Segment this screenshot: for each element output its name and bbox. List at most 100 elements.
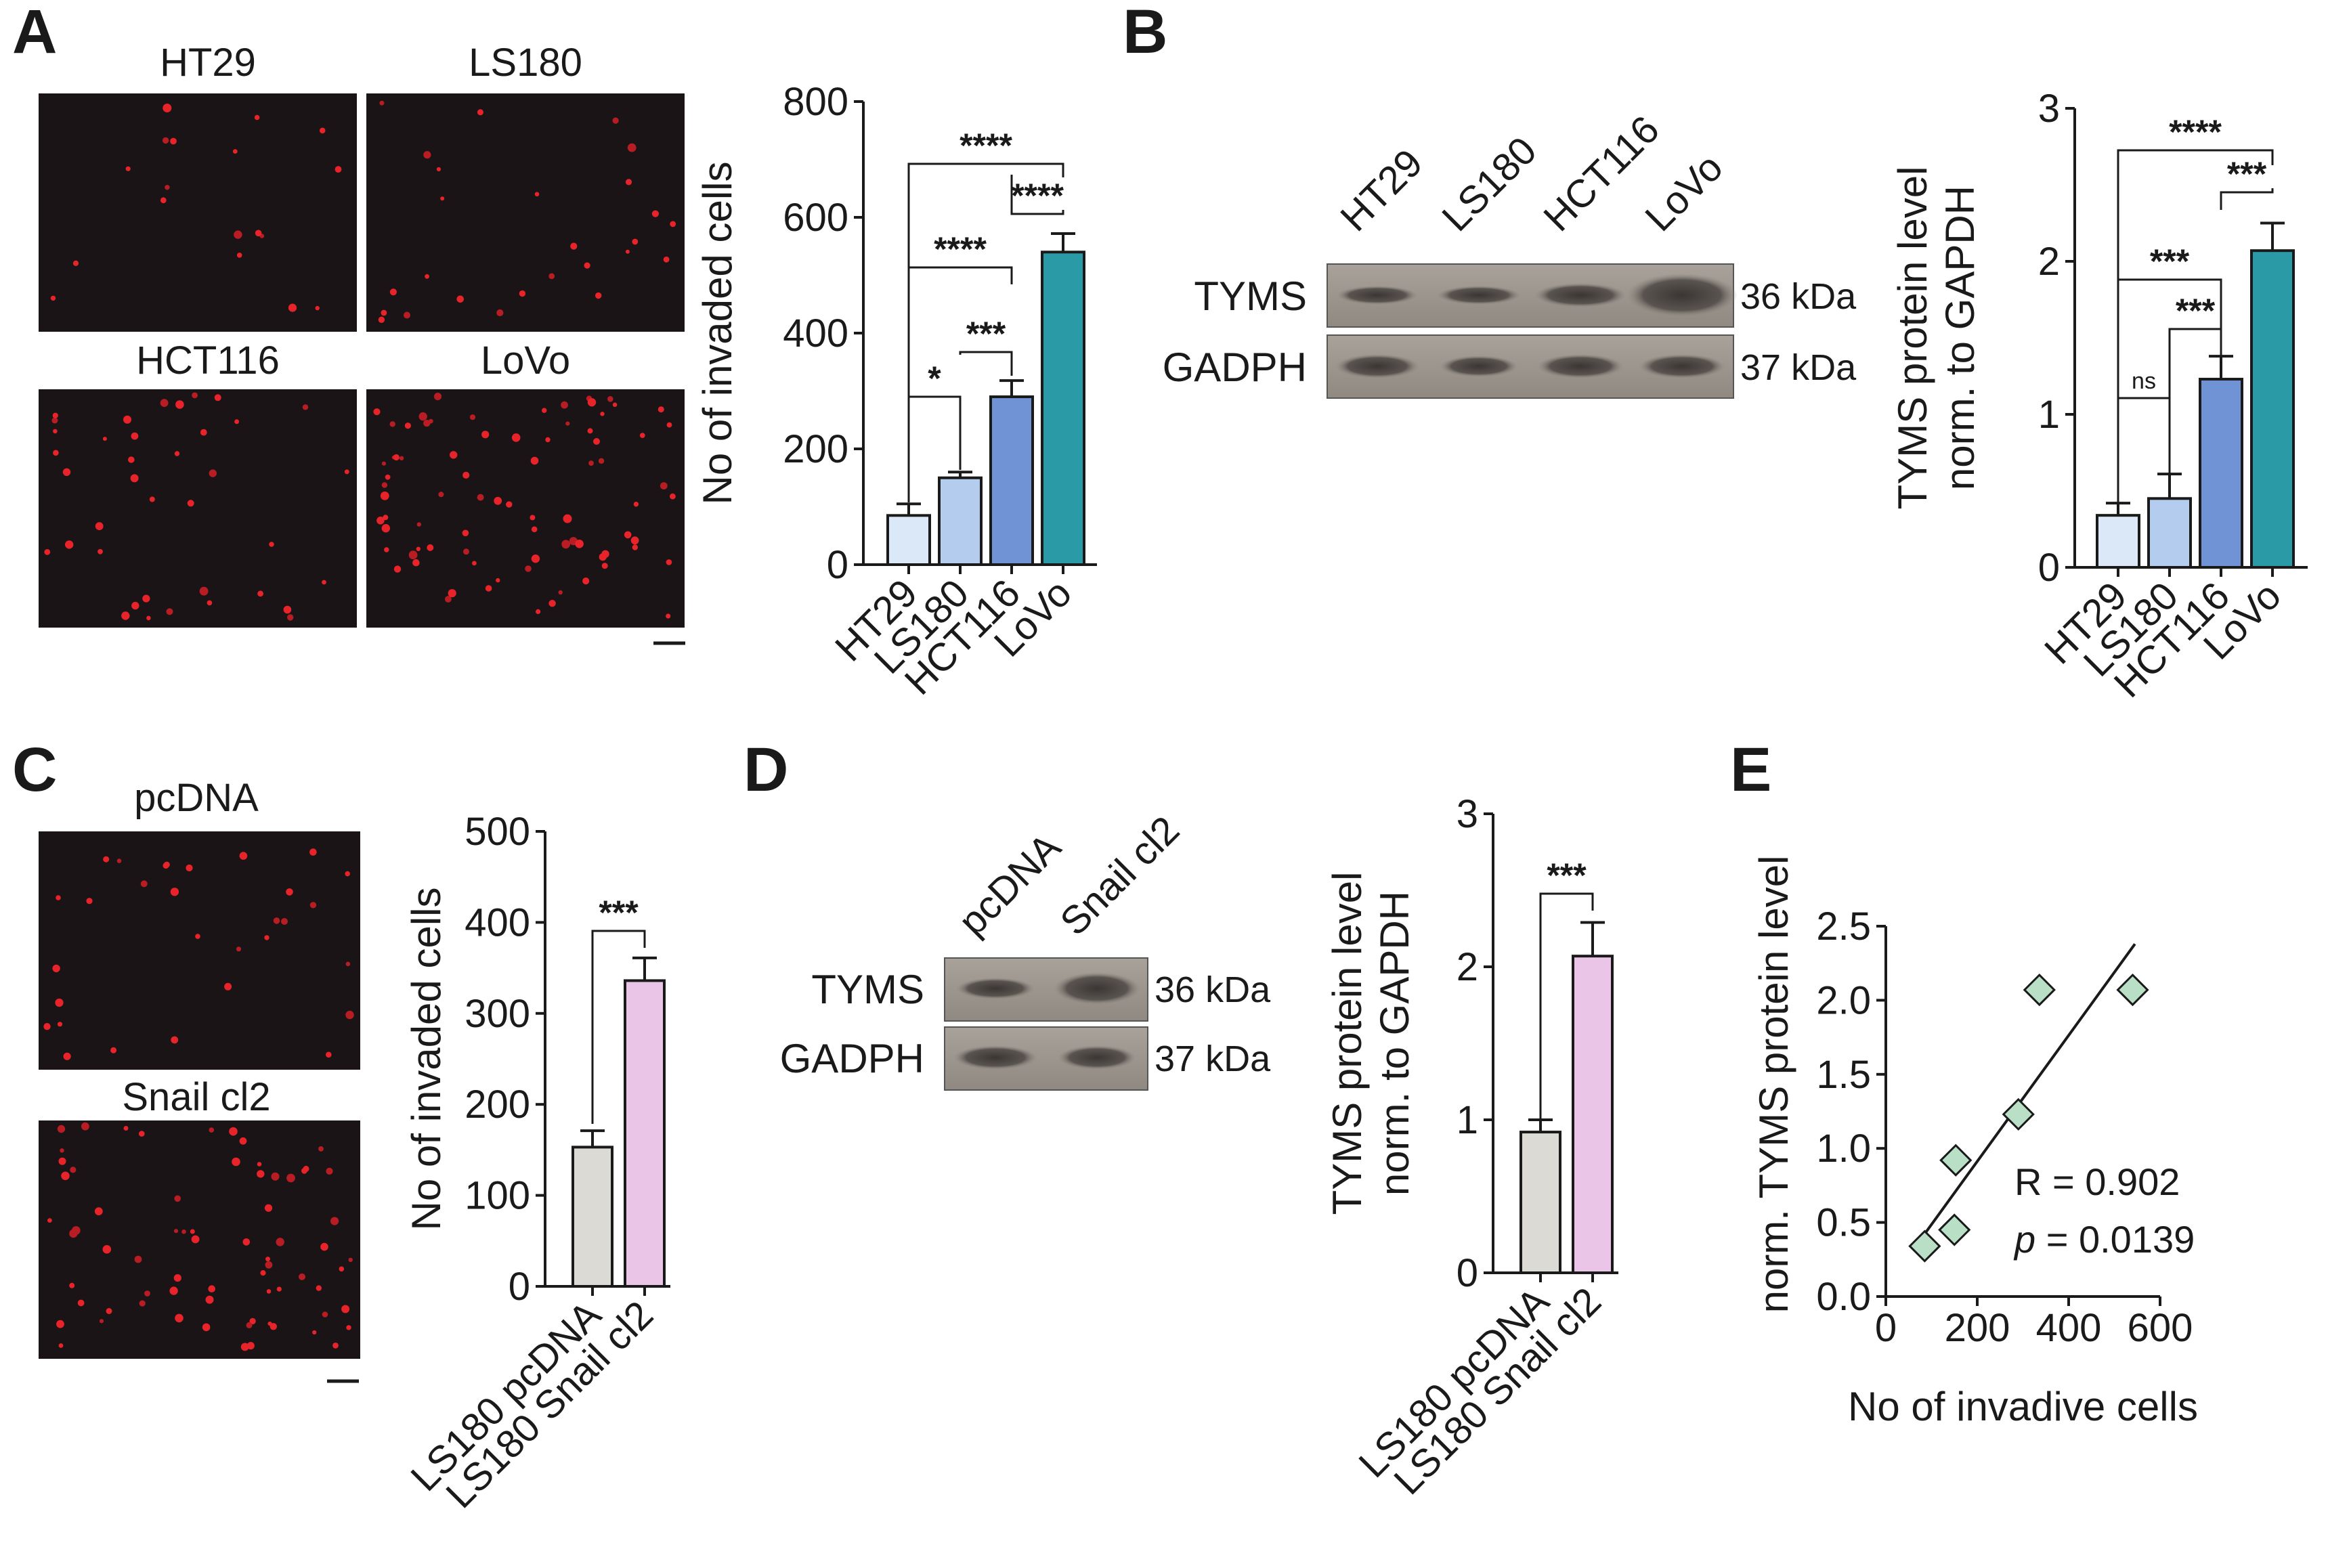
cell-dot: [563, 514, 572, 523]
cell-dot: [175, 400, 184, 409]
cell-dot: [456, 295, 464, 303]
cell-dot: [519, 290, 526, 297]
cell-dot: [265, 1257, 270, 1262]
cell-dot: [254, 114, 260, 121]
cell-dot: [320, 1242, 328, 1251]
cell-dot: [545, 437, 551, 443]
cell-dot: [625, 249, 630, 254]
band: [1639, 354, 1725, 378]
cell-dot: [346, 1325, 351, 1330]
cell-dot: [131, 601, 139, 610]
bar-ls180: [938, 476, 983, 566]
bar-hct116: [2199, 378, 2243, 569]
y-axis-title: norm. TYMS protein level: [1751, 856, 1796, 1313]
cell-dot: [494, 496, 502, 505]
cell-dot: [587, 428, 593, 434]
cell-dot: [63, 1052, 71, 1060]
y-axis-title: norm. to GAPDH: [1937, 186, 1983, 490]
cell-dot: [160, 399, 169, 408]
cell-dot: [399, 456, 404, 460]
cell-dot: [624, 531, 632, 539]
cell-dot: [587, 398, 597, 407]
cell-dot: [312, 1330, 317, 1335]
image-label-ls180: LS180: [469, 41, 582, 85]
cell-dot: [496, 309, 504, 317]
cell-dot: [149, 496, 155, 502]
cell-dot: [232, 149, 238, 154]
y-tick-label: 2: [1457, 945, 1478, 989]
image-label-hct116: HCT116: [136, 339, 280, 383]
cell-dot: [534, 192, 540, 197]
cell-dot: [332, 1343, 339, 1349]
cell-dot: [607, 396, 613, 402]
cell-dot: [558, 590, 563, 595]
image-label-pcdna: pcDNA: [134, 776, 259, 820]
cell-dot: [181, 1229, 186, 1234]
cell-dot: [142, 594, 150, 603]
cell-dot: [450, 451, 458, 459]
cell-dot: [630, 536, 639, 545]
cell-dot: [60, 1148, 64, 1153]
cell-dot: [58, 1343, 64, 1348]
lane-label-ls180: LS180: [1434, 129, 1545, 240]
cell-dot: [666, 613, 671, 619]
band: [1335, 354, 1419, 378]
significance-bracket: [907, 266, 1013, 502]
cell-dot: [276, 1238, 284, 1246]
band: [1054, 972, 1140, 1005]
cell-dot: [376, 517, 385, 525]
cell-dot: [326, 1051, 332, 1058]
cell-dot: [309, 848, 317, 856]
cell-dot: [433, 393, 442, 401]
cell-dot: [309, 902, 317, 909]
cell-dot: [345, 871, 350, 877]
cell-dot: [162, 137, 169, 144]
error-bar-ls180: [948, 471, 972, 478]
significance-label: ***: [2227, 155, 2267, 193]
cell-dot: [103, 856, 110, 863]
cell-dot: [52, 964, 60, 973]
cell-dot: [144, 1290, 150, 1297]
cell-dot: [69, 1282, 75, 1288]
cell-dot: [423, 151, 431, 159]
cell-dot: [94, 1207, 103, 1216]
cell-dot: [160, 197, 167, 204]
bar-ht29: [2096, 514, 2140, 569]
cell-dot: [469, 414, 476, 420]
cell-dot: [423, 419, 431, 427]
cell-dot: [209, 469, 217, 477]
cell-dot: [429, 418, 433, 424]
cell-dot: [330, 1217, 339, 1225]
cell-dot: [208, 1285, 216, 1292]
cell-dot: [335, 166, 342, 173]
cell-dot: [651, 210, 660, 217]
cell-dot: [195, 934, 200, 939]
protein-label-gadph: GADPH: [1163, 345, 1307, 390]
cell-dot: [584, 262, 590, 269]
cell-dot: [660, 482, 668, 489]
y-tick-label: 1.5: [1816, 1053, 1871, 1097]
y-tick-label: 0.5: [1816, 1201, 1871, 1245]
cell-dot: [301, 1168, 307, 1174]
cell-dot: [531, 526, 538, 533]
cell-dot: [265, 1261, 273, 1269]
cell-dot: [123, 415, 131, 424]
cell-dot: [165, 185, 170, 190]
kda-label: 37 kDa: [1740, 347, 1857, 388]
kda-label: 37 kDa: [1155, 1039, 1271, 1079]
cell-dot: [548, 273, 555, 280]
cell-dot: [472, 561, 477, 566]
correlation-p: p = 0.0139: [2013, 1218, 2195, 1261]
cell-dot: [561, 401, 568, 409]
cell-dot: [561, 540, 571, 549]
band: [1626, 274, 1738, 317]
y-tick-label: 0: [509, 1265, 530, 1309]
cell-dot: [345, 961, 351, 967]
band: [1440, 355, 1518, 377]
cell-dot: [598, 458, 605, 464]
cell-dot: [205, 1295, 214, 1304]
scatter-point: [2116, 973, 2149, 1007]
